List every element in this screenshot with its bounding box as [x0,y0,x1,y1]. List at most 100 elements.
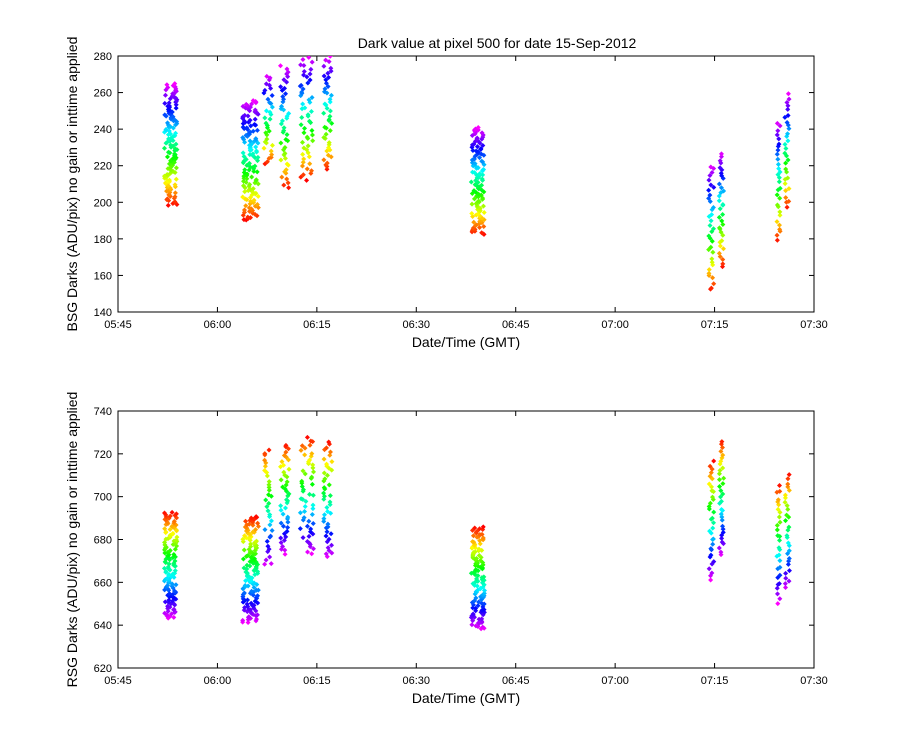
data-point [329,459,335,465]
data-point [304,134,310,140]
data-point [326,536,332,542]
x-tick-label: 06:00 [204,675,232,687]
data-point [709,259,715,265]
data-point [479,182,485,188]
data-point [269,142,275,148]
data-point [280,544,286,550]
data-point [775,128,781,134]
data-point [777,185,783,191]
data-point [305,143,311,149]
data-point [247,186,253,192]
data-point [326,75,332,81]
data-point [716,471,722,477]
data-point [265,543,271,549]
data-point [244,601,250,607]
data-point [777,572,783,578]
data-point [300,57,306,63]
data-point [286,111,292,117]
data-point [281,182,287,188]
data-point [280,462,286,468]
data-point [302,445,308,451]
data-point [264,473,270,479]
data-point [285,519,291,525]
data-point [254,202,260,208]
x-tick-label: 07:00 [601,675,629,687]
data-point [302,125,308,131]
data-point [162,92,168,98]
data-point [776,581,782,587]
data-point [329,120,335,126]
data-point [322,86,328,92]
data-point [253,144,259,150]
data-point [249,174,255,180]
data-point [720,452,726,458]
data-point [785,561,791,567]
data-point [286,185,292,191]
data-point [785,113,791,119]
data-point [718,488,724,494]
data-point [783,570,789,576]
data-point [242,582,248,588]
data-point [716,198,722,204]
data-point [162,510,168,516]
data-point [472,525,478,531]
data-point [172,190,178,196]
data-point [707,192,713,198]
data-point [706,481,712,487]
data-point [774,120,780,126]
data-point [242,112,248,118]
data-point [327,499,333,505]
data-point [785,157,791,163]
data-point [481,590,487,596]
rsg-panel: 05:45 06:00 06:15 06:30 06:45 07:00 07:15 07:30… [64,392,828,706]
data-point [251,122,257,128]
data-point [306,518,312,524]
data-point [468,179,474,185]
data-point [774,527,780,533]
plot-area [117,55,815,313]
data-point [171,518,177,524]
data-point [240,135,246,141]
data-point [279,103,285,109]
data-point [305,112,311,118]
data-point [717,254,723,260]
y-tick-label: 660 [94,577,112,589]
data-point [309,127,315,133]
data-point [310,465,316,471]
data-point [301,145,307,151]
data-point [475,603,481,609]
data-point [329,542,335,548]
data-point [327,56,333,59]
data-point [279,459,285,465]
data-point [710,275,716,281]
x-axis-label: Date/Time (GMT) [412,690,520,706]
data-point [785,131,791,137]
data-point [280,94,286,100]
data-point [253,527,259,533]
data-point [709,238,715,244]
data-point [263,130,269,136]
data-point [481,574,487,580]
data-point [774,237,780,243]
data-point [717,206,723,212]
data-point [299,139,305,145]
data-point [326,482,332,488]
data-point [300,535,306,541]
data-point [249,588,255,594]
data-point [718,154,724,160]
data-point [250,128,256,134]
data-point [777,209,783,215]
data-point [308,526,314,532]
data-point [241,207,247,213]
data-point [709,488,715,494]
data-point [248,544,254,550]
data-point [268,148,274,154]
y-tick-label: 240 [94,124,112,136]
data-point [718,498,724,504]
data-point [162,610,168,616]
chart-title: Dark value at pixel 500 for date 15-Sep-… [358,35,637,51]
data-point [784,512,790,518]
data-point [328,68,334,74]
data-point [324,166,330,172]
data-point [268,533,274,539]
